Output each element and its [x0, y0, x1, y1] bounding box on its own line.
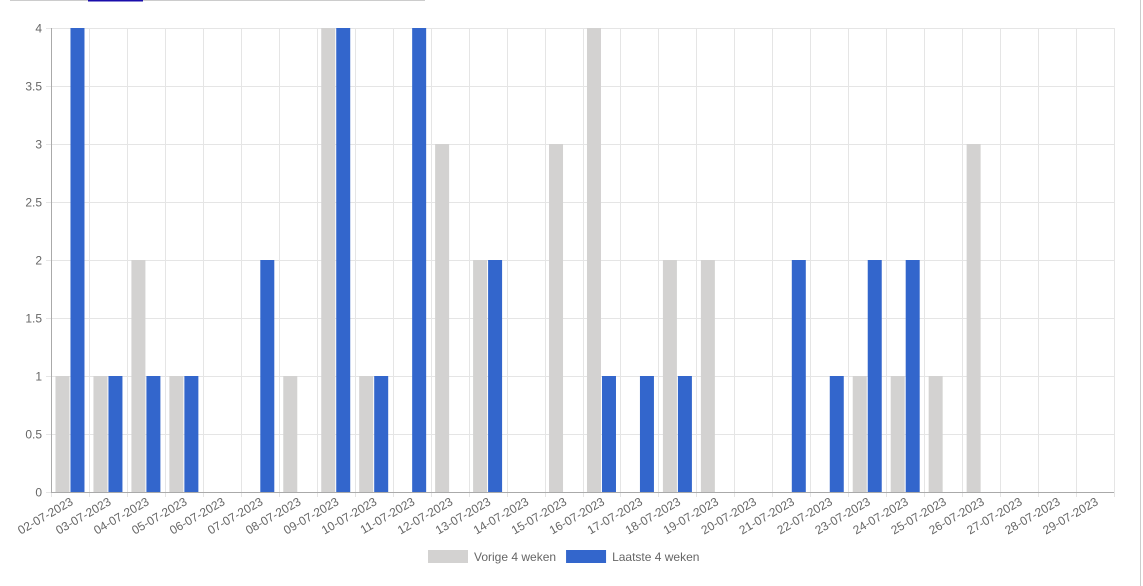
bar: [905, 260, 920, 492]
y-tick-label: 1: [35, 370, 42, 384]
bar: [890, 376, 905, 492]
bar: [473, 260, 488, 492]
bar: [662, 260, 677, 492]
bar: [700, 260, 715, 492]
bar: [374, 376, 389, 492]
bar: [412, 28, 427, 492]
bar: [639, 376, 654, 492]
bar: [549, 144, 564, 492]
bar: [601, 376, 616, 492]
y-tick-label: 3: [35, 138, 42, 152]
bar: [829, 376, 844, 492]
legend-swatch: [566, 550, 607, 563]
bar: [108, 376, 123, 492]
y-tick-label: 0.5: [25, 428, 42, 442]
bar: [283, 376, 298, 492]
bar: [336, 28, 351, 492]
bar: [146, 376, 161, 492]
bar: [260, 260, 275, 492]
bar: [184, 376, 199, 492]
bar: [55, 376, 70, 492]
y-tick-label: 0: [35, 486, 42, 500]
y-tick-label: 3.5: [25, 80, 42, 94]
bar: [321, 28, 336, 492]
bar: [867, 260, 882, 492]
y-tick-label: 2.5: [25, 196, 42, 210]
legend-label: Laatste 4 weken: [612, 550, 699, 564]
bar: [93, 376, 108, 492]
bar: [586, 28, 601, 492]
bar: [169, 376, 184, 492]
legend-label: Vorige 4 weken: [474, 550, 556, 564]
bar: [677, 376, 692, 492]
y-tick-label: 1.5: [25, 312, 42, 326]
bar: [791, 260, 806, 492]
bar: [488, 260, 503, 492]
bar: [70, 28, 85, 492]
bar: [966, 144, 981, 492]
y-tick-label: 2: [35, 254, 42, 268]
bar: [928, 376, 943, 492]
bar: [435, 144, 450, 492]
bar: [852, 376, 867, 492]
bar: [131, 260, 146, 492]
bar: [359, 376, 374, 492]
y-tick-label: 4: [35, 22, 42, 36]
legend-swatch: [428, 550, 468, 563]
